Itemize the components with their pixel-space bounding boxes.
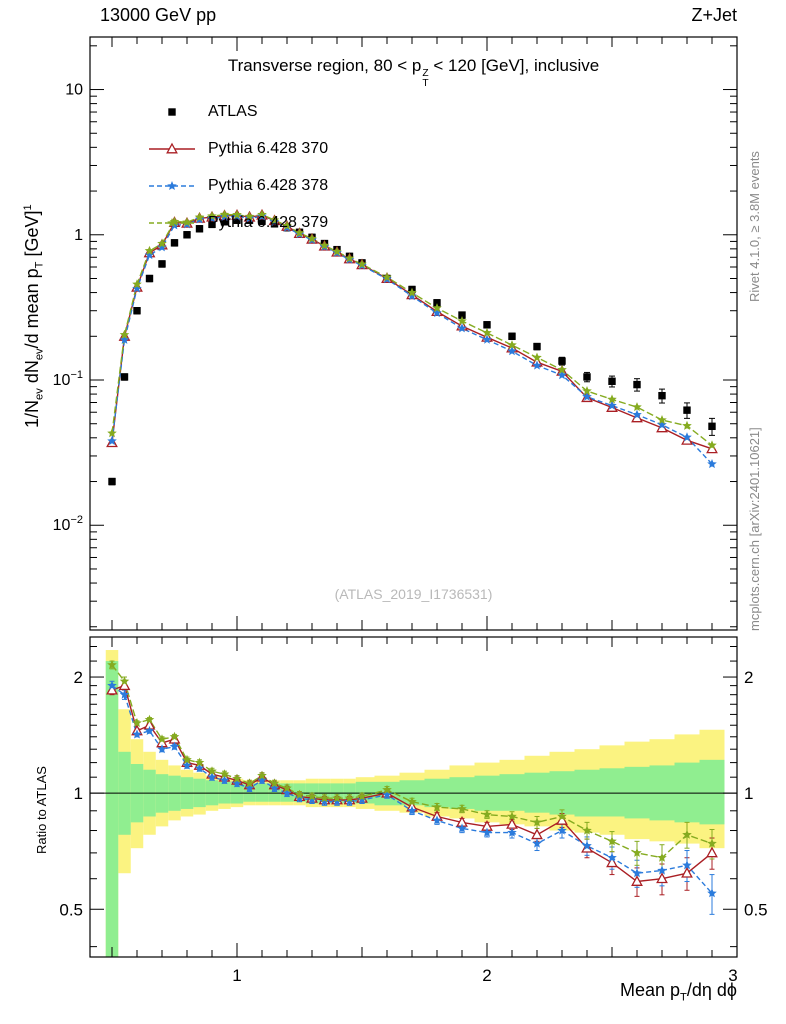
svg-text:2: 2 xyxy=(74,668,83,687)
y-axis-label: 1/Nev dNev/d mean pT [GeV]1 xyxy=(22,204,46,428)
svg-text:10: 10 xyxy=(65,82,83,99)
svg-text:3: 3 xyxy=(728,966,737,985)
legend-item: ATLAS xyxy=(148,100,328,123)
legend-label: Pythia 6.428 378 xyxy=(208,176,329,194)
legend-marker-triangle xyxy=(149,142,195,153)
header-beam-energy: 13000 GeV pp xyxy=(100,5,217,25)
legend-label: Pythia 6.428 370 xyxy=(208,139,329,157)
analysis-watermark: (ATLAS_2019_I1736531) xyxy=(334,586,493,602)
x-axis-label: Mean pT/dη dϕ xyxy=(620,980,737,1004)
legend-label: ATLAS xyxy=(208,102,258,120)
legend-marker-star xyxy=(149,180,195,190)
rivet-version-text: Rivet 4.1.0, ≥ 3.8M events xyxy=(747,151,762,302)
mcplots-reference-text: mcplots.cern.ch [arXiv:2401.10621] xyxy=(747,427,762,631)
legend-label: Pythia 6.428 379 xyxy=(208,213,329,231)
svg-text:0.5: 0.5 xyxy=(744,900,768,919)
svg-text:1: 1 xyxy=(74,227,83,244)
panel-title-text: Transverse region, 80 < p xyxy=(227,56,422,75)
legend-marker-star xyxy=(149,217,195,227)
svg-text:1: 1 xyxy=(744,784,753,803)
header-process: Z+Jet xyxy=(691,5,737,25)
legend-item: Pythia 6.428 378 xyxy=(148,174,328,197)
legend-item: Pythia 6.428 379 xyxy=(148,211,328,234)
svg-text:2: 2 xyxy=(482,966,491,985)
svg-text:10−2: 10−2 xyxy=(53,514,83,534)
legend: ATLAS Pythia 6.428 370 Pythia 6.428 378 Pyt… xyxy=(148,100,328,248)
legend-item: Pythia 6.428 370 xyxy=(148,137,328,160)
ratio-y-axis-label: Ratio to ATLAS xyxy=(34,766,49,854)
svg-text:2: 2 xyxy=(744,668,753,687)
svg-text:1: 1 xyxy=(232,966,241,985)
svg-text:1: 1 xyxy=(74,784,83,803)
svg-text:0.5: 0.5 xyxy=(59,900,83,919)
legend-marker-square xyxy=(168,107,176,116)
svg-text:10−1: 10−1 xyxy=(53,369,83,389)
